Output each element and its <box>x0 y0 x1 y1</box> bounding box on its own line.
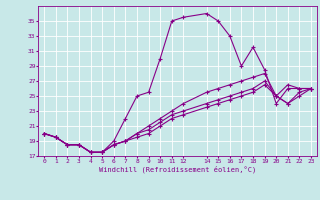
X-axis label: Windchill (Refroidissement éolien,°C): Windchill (Refroidissement éolien,°C) <box>99 165 256 173</box>
